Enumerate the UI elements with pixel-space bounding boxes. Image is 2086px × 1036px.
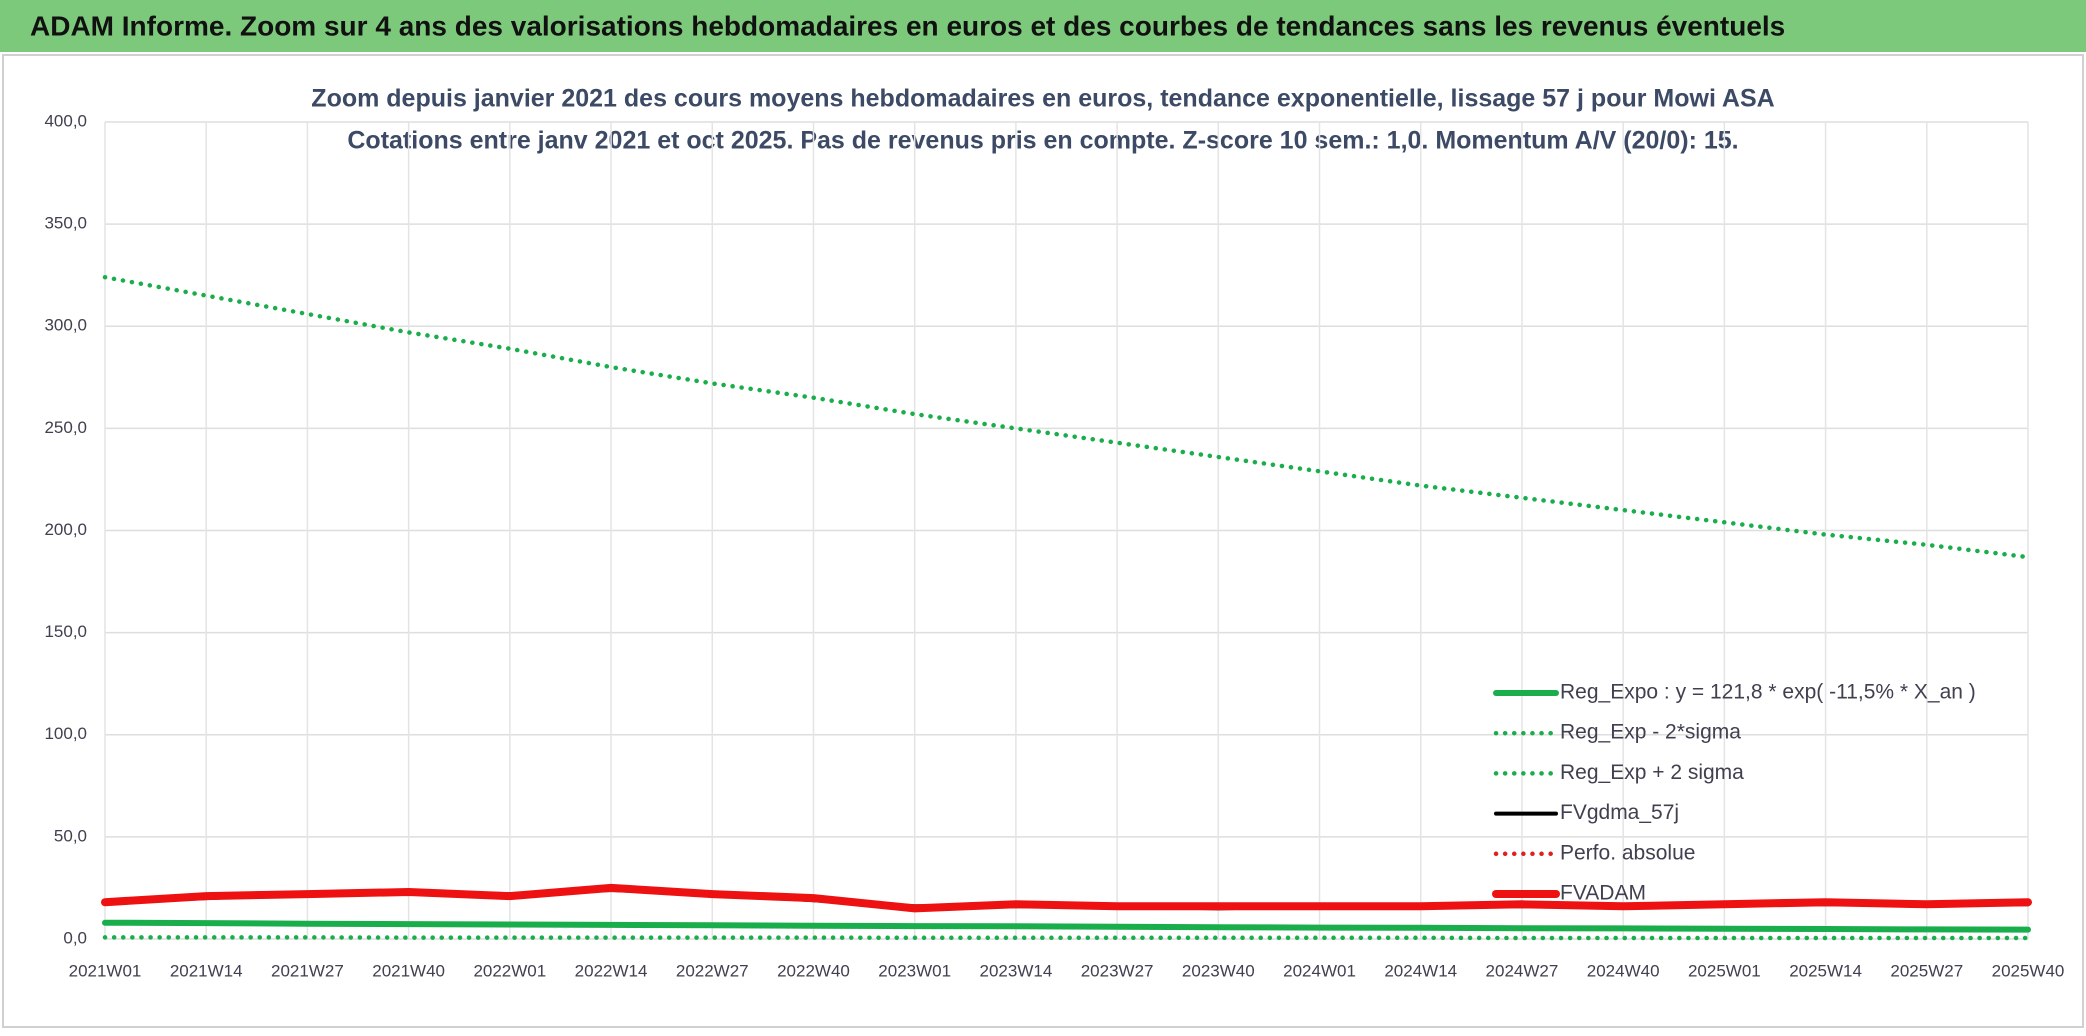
x-tick-label: 2021W14 xyxy=(170,961,243,980)
x-tick-label: 2025W14 xyxy=(1789,961,1862,980)
y-tick-label: 400,0 xyxy=(44,111,87,130)
x-tick-label: 2021W01 xyxy=(69,961,142,980)
y-tick-label: 0,0 xyxy=(63,928,87,947)
y-tick-label: 100,0 xyxy=(44,724,87,743)
x-tick-label: 2021W40 xyxy=(372,961,445,980)
x-tick-label: 2023W27 xyxy=(1081,961,1154,980)
x-tick-label: 2022W27 xyxy=(676,961,749,980)
legend-label: FVgdma_57j xyxy=(1560,801,1679,824)
x-tick-label: 2024W14 xyxy=(1384,961,1457,980)
series-line xyxy=(101,883,2032,913)
x-tick-label: 2023W14 xyxy=(980,961,1053,980)
series-line xyxy=(102,935,2031,941)
y-tick-label: 50,0 xyxy=(54,826,87,845)
header-title: ADAM Informe. Zoom sur 4 ans des valoris… xyxy=(30,10,1785,41)
x-tick-label: 2022W14 xyxy=(575,961,648,980)
x-tick-label: 2023W40 xyxy=(1182,961,1255,980)
x-tick-label: 2025W40 xyxy=(1992,961,2065,980)
legend-label: Perfo. absolue xyxy=(1560,841,1695,864)
series-line xyxy=(102,274,2031,560)
legend-label: Reg_Exp + 2 sigma xyxy=(1560,761,1744,784)
header-bar xyxy=(0,0,2086,52)
x-tick-label: 2025W01 xyxy=(1688,961,1761,980)
legend-label: Reg_Expo : y = 121,8 * exp( -11,5% * X_a… xyxy=(1560,681,1976,704)
x-tick-label: 2024W27 xyxy=(1486,961,1559,980)
y-tick-label: 150,0 xyxy=(44,622,87,641)
x-tick-label: 2024W01 xyxy=(1283,961,1356,980)
chart-subtitle: Cotations entre janv 2021 et oct 2025. P… xyxy=(347,127,1738,155)
legend-label: Reg_Exp - 2*sigma xyxy=(1560,721,1741,744)
y-tick-label: 350,0 xyxy=(44,214,87,233)
x-tick-label: 2022W01 xyxy=(473,961,546,980)
y-tick-label: 300,0 xyxy=(44,316,87,335)
x-tick-label: 2021W27 xyxy=(271,961,344,980)
y-tick-label: 200,0 xyxy=(44,520,87,539)
x-tick-label: 2022W40 xyxy=(777,961,850,980)
plot: 0,0 50,0 100,0 150,0 200,0 250,0 300,0 350,0 400… xyxy=(44,111,2064,980)
legend-label: FVADAM xyxy=(1560,882,1646,905)
series-line xyxy=(102,919,2031,933)
x-tick-label: 2024W40 xyxy=(1587,961,1660,980)
chart-title: Zoom depuis janvier 2021 des cours moyen… xyxy=(311,85,1774,113)
x-tick-label: 2023W01 xyxy=(878,961,951,980)
chart-frame xyxy=(2,54,2084,1028)
y-tick-label: 250,0 xyxy=(44,418,87,437)
x-tick-label: 2025W27 xyxy=(1890,961,1963,980)
